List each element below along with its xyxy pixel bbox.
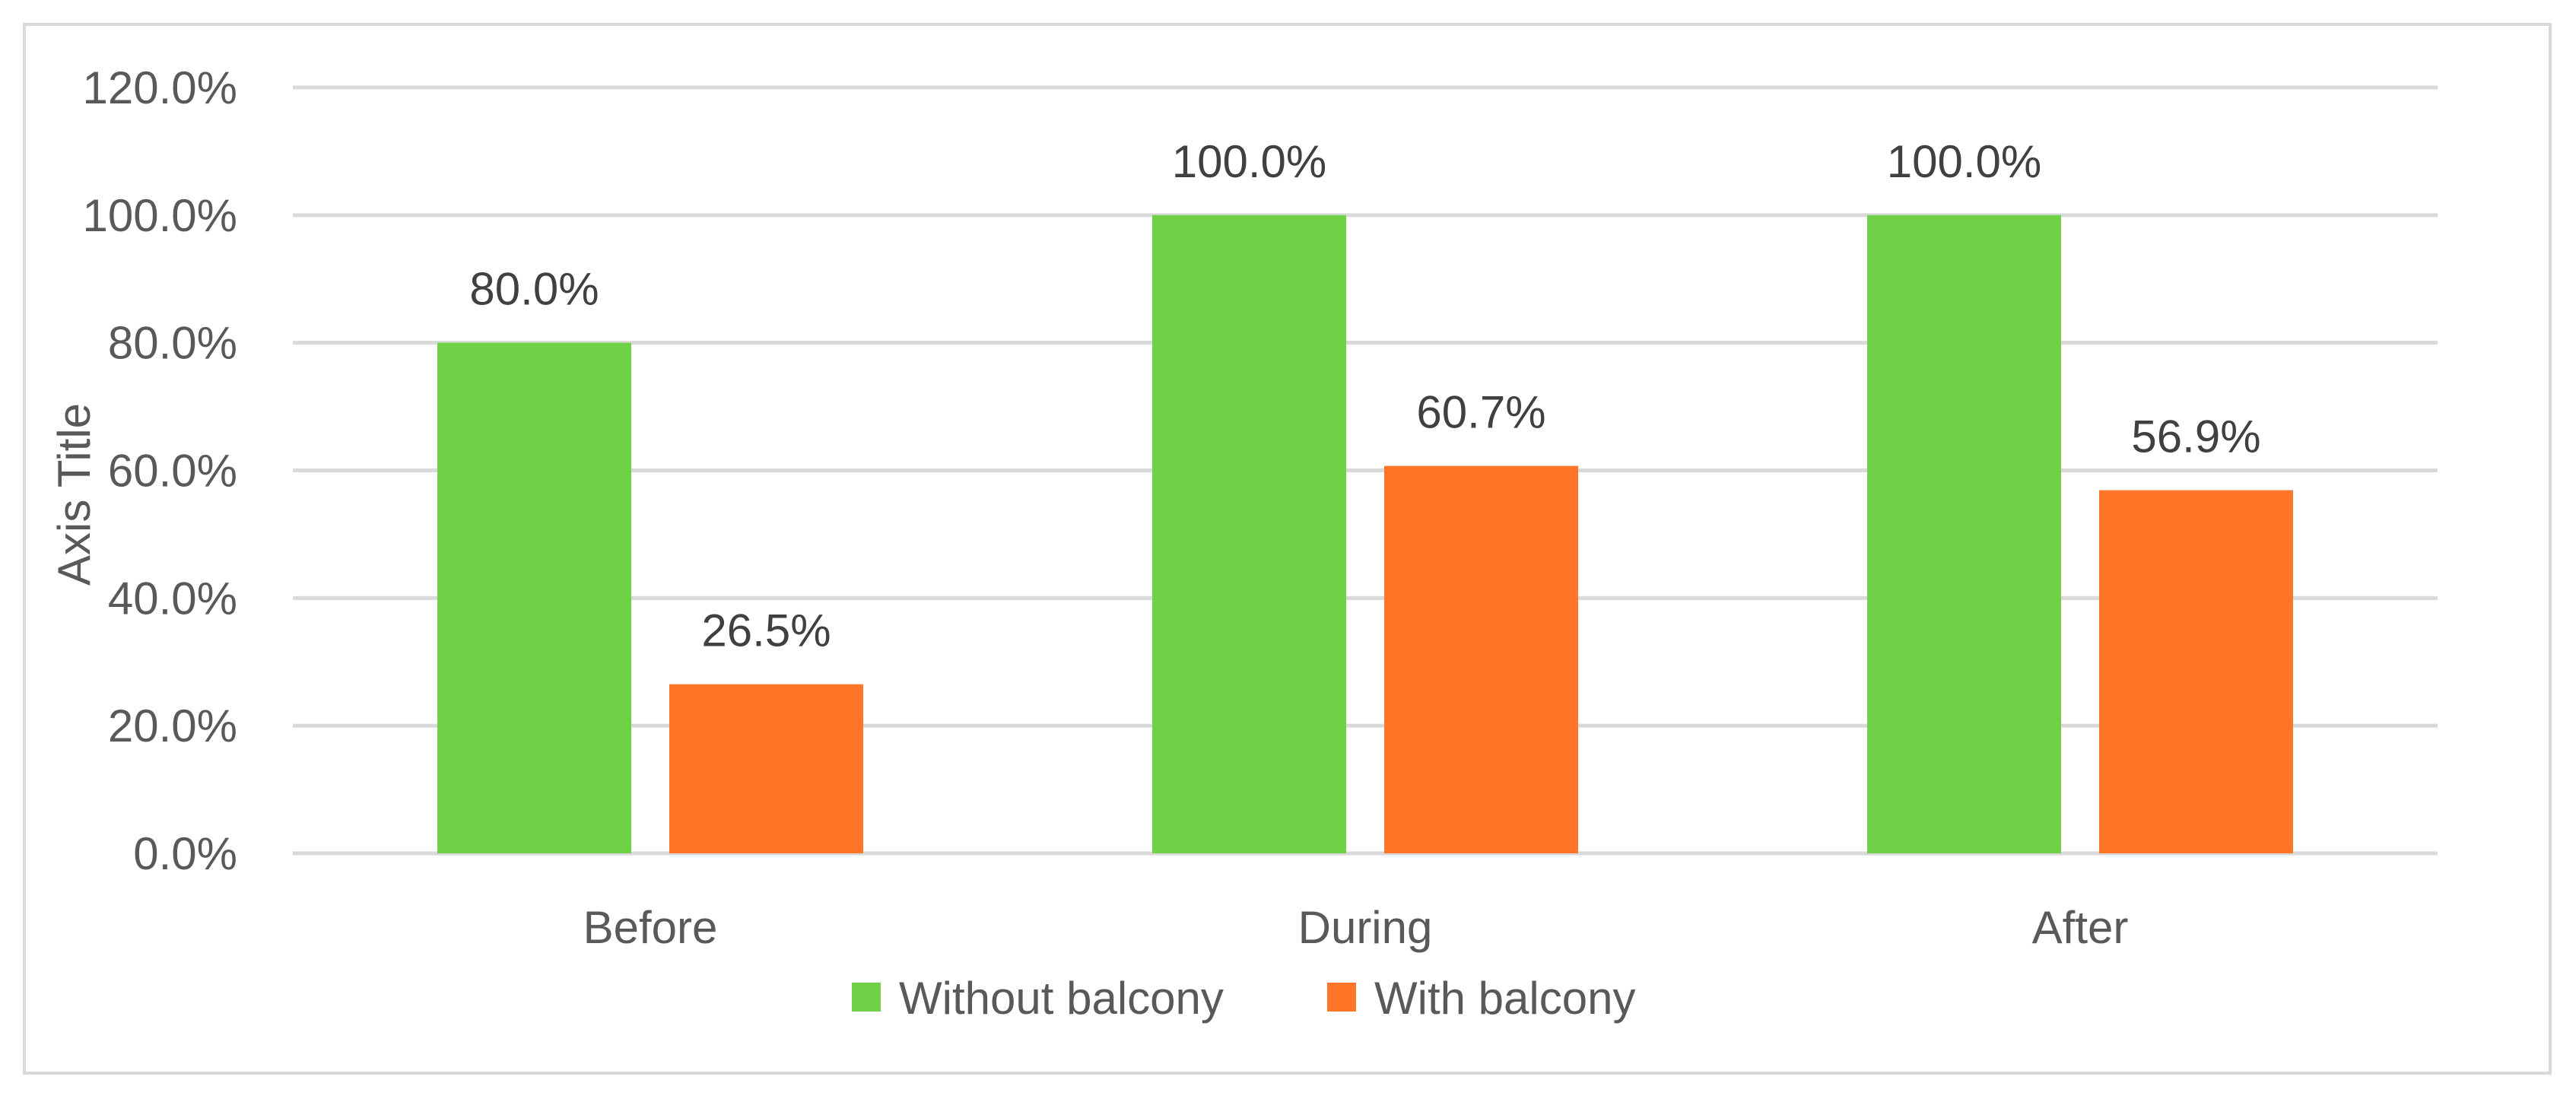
legend-label: Without balcony [899, 973, 1224, 1024]
data-label: 60.7% [1416, 387, 1545, 438]
data-label: 80.0% [469, 264, 599, 315]
y-axis-tick-labels: 0.0% 20.0% 40.0% 60.0% 80.0% 100.0% 120.0% [83, 62, 238, 879]
x-axis-tick-labels: Before During After [583, 902, 2129, 953]
y-tick-label: 80.0% [108, 318, 237, 369]
data-label: 26.5% [701, 605, 831, 656]
bar-with-balcony [1384, 466, 1578, 853]
y-tick-label: 60.0% [108, 446, 237, 497]
bar-without-balcony [437, 343, 631, 853]
data-label: 56.9% [2131, 411, 2260, 462]
y-tick-label: 20.0% [108, 700, 237, 751]
bar-without-balcony [1152, 215, 1346, 853]
data-label: 100.0% [1172, 136, 1327, 187]
legend-swatch [852, 983, 881, 1012]
data-label: 100.0% [1887, 136, 2042, 187]
bar-with-balcony [669, 684, 863, 853]
y-tick-label: 100.0% [83, 190, 238, 241]
y-tick-label: 40.0% [108, 573, 237, 624]
legend-label: With balcony [1374, 973, 1635, 1024]
bar-with-balcony [2099, 491, 2293, 853]
x-tick-label: Before [583, 902, 718, 953]
x-tick-label: After [2032, 902, 2129, 953]
x-tick-label: During [1298, 902, 1433, 953]
y-axis-title: Axis Title [49, 403, 100, 586]
y-tick-label: 0.0% [133, 828, 237, 879]
legend: Without balcony With balcony [852, 973, 1635, 1024]
legend-swatch [1327, 983, 1356, 1012]
y-tick-label: 120.0% [83, 62, 238, 113]
bars [437, 215, 2293, 853]
bar-without-balcony [1867, 215, 2061, 853]
